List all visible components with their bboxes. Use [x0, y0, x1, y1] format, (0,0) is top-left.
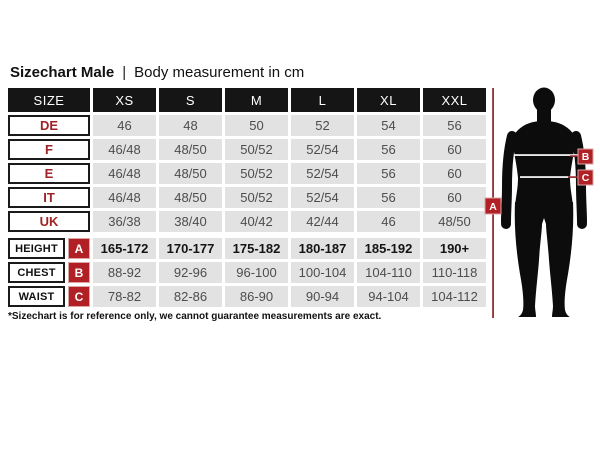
chest-connector-line	[570, 155, 580, 157]
size-cell-it-3: 52/54	[291, 187, 354, 208]
size-cell-it-0: 46/48	[93, 187, 156, 208]
row-label-group-waist: WAIST C	[8, 286, 90, 307]
male-silhouette-figure: A B C	[484, 87, 594, 318]
row-label-uk: UK	[8, 211, 90, 232]
measurement-cell-chest-5: 110-118	[423, 262, 486, 283]
column-header-xxl: XXL	[423, 88, 486, 112]
row-label-group-height: HEIGHT A	[8, 238, 90, 259]
measurement-cell-height-4: 185-192	[357, 238, 420, 259]
silhouette-torso	[512, 121, 576, 206]
size-cell-de-3: 52	[291, 115, 354, 136]
column-header-l: L	[291, 88, 354, 112]
size-cell-it-2: 50/52	[225, 187, 288, 208]
row-label-height: HEIGHT	[8, 238, 65, 259]
measurement-cell-height-1: 170-177	[159, 238, 222, 259]
size-cell-uk-2: 40/42	[225, 211, 288, 232]
size-cell-uk-3: 42/44	[291, 211, 354, 232]
size-cell-f-1: 48/50	[159, 139, 222, 160]
size-cell-de-4: 54	[357, 115, 420, 136]
size-cell-e-0: 46/48	[93, 163, 156, 184]
measurement-cell-chest-2: 96-100	[225, 262, 288, 283]
measurement-cell-height-2: 175-182	[225, 238, 288, 259]
size-cell-f-0: 46/48	[93, 139, 156, 160]
size-cell-uk-0: 36/38	[93, 211, 156, 232]
size-cell-f-5: 60	[423, 139, 486, 160]
measurement-cell-height-0: 165-172	[93, 238, 156, 259]
row-label-chest: CHEST	[8, 262, 65, 283]
size-cell-f-2: 50/52	[225, 139, 288, 160]
measurement-cell-waist-0: 78-82	[93, 286, 156, 307]
body-measurement-table: HEIGHT A 165-172 170-177 175-182 180-187 185-1…	[8, 238, 486, 307]
size-cell-it-1: 48/50	[159, 187, 222, 208]
row-label-de: DE	[8, 115, 90, 136]
measurement-cell-height-5: 190+	[423, 238, 486, 259]
badge-c-letter: C	[582, 172, 590, 184]
row-label-group-chest: CHEST B	[8, 262, 90, 283]
title-main: Sizechart Male	[10, 64, 115, 81]
size-cell-it-5: 60	[423, 187, 486, 208]
measurement-cell-chest-1: 92-96	[159, 262, 222, 283]
measurement-cell-chest-3: 100-104	[291, 262, 354, 283]
column-header-size: SIZE	[8, 88, 90, 112]
measurement-cell-waist-5: 104-112	[423, 286, 486, 307]
size-cell-e-4: 56	[357, 163, 420, 184]
silhouette-left-fist	[501, 219, 511, 229]
measurement-cell-chest-0: 88-92	[93, 262, 156, 283]
column-header-xl: XL	[357, 88, 420, 112]
waist-line	[520, 176, 573, 178]
size-cell-de-0: 46	[93, 115, 156, 136]
size-cell-e-5: 60	[423, 163, 486, 184]
badge-a: A	[68, 238, 90, 259]
row-label-e: E	[8, 163, 90, 184]
silhouette-right-fist	[577, 219, 587, 229]
column-header-xs: XS	[93, 88, 156, 112]
badge-c-figure: C	[577, 169, 594, 186]
size-cell-f-3: 52/54	[291, 139, 354, 160]
row-label-waist: WAIST	[8, 286, 65, 307]
row-label-it: IT	[8, 187, 90, 208]
size-cell-uk-5: 48/50	[423, 211, 486, 232]
row-label-f: F	[8, 139, 90, 160]
size-cell-e-2: 50/52	[225, 163, 288, 184]
size-cell-e-3: 52/54	[291, 163, 354, 184]
size-table: SIZE XS S M L XL XXL DE 46 48 50 52 54 56 F 46/48 48/50 5…	[8, 88, 486, 232]
badge-a-letter: A	[489, 201, 497, 213]
measurement-cell-waist-3: 90-94	[291, 286, 354, 307]
chest-line	[514, 154, 581, 156]
measurement-cell-chest-4: 104-110	[357, 262, 420, 283]
size-cell-e-1: 48/50	[159, 163, 222, 184]
title-separator: |	[122, 64, 127, 81]
size-cell-de-5: 56	[423, 115, 486, 136]
measurement-cell-waist-4: 94-104	[357, 286, 420, 307]
silhouette-right-leg	[544, 202, 574, 317]
measurement-cell-waist-1: 82-86	[159, 286, 222, 307]
size-cell-it-4: 56	[357, 187, 420, 208]
size-cell-de-1: 48	[159, 115, 222, 136]
footnote: *Sizechart is for reference only, we can…	[8, 311, 382, 322]
waist-connector-line	[568, 176, 580, 178]
size-cell-f-4: 56	[357, 139, 420, 160]
measurement-cell-waist-2: 86-90	[225, 286, 288, 307]
badge-b-figure: B	[577, 148, 594, 165]
size-cell-de-2: 50	[225, 115, 288, 136]
column-header-s: S	[159, 88, 222, 112]
badge-b-letter: B	[582, 151, 590, 163]
silhouette-head	[533, 87, 555, 113]
page-title: Sizechart Male | Body measurement in cm	[10, 64, 304, 81]
size-cell-uk-4: 46	[357, 211, 420, 232]
size-cell-uk-1: 38/40	[159, 211, 222, 232]
badge-a-figure: A	[484, 197, 502, 215]
badge-b: B	[68, 262, 90, 283]
title-subtitle: Body measurement in cm	[134, 64, 305, 81]
silhouette-left-arm	[501, 131, 517, 227]
measurement-cell-height-3: 180-187	[291, 238, 354, 259]
silhouette-body	[501, 87, 587, 317]
badge-c: C	[68, 286, 90, 307]
column-header-m: M	[225, 88, 288, 112]
silhouette-left-leg	[514, 202, 544, 317]
